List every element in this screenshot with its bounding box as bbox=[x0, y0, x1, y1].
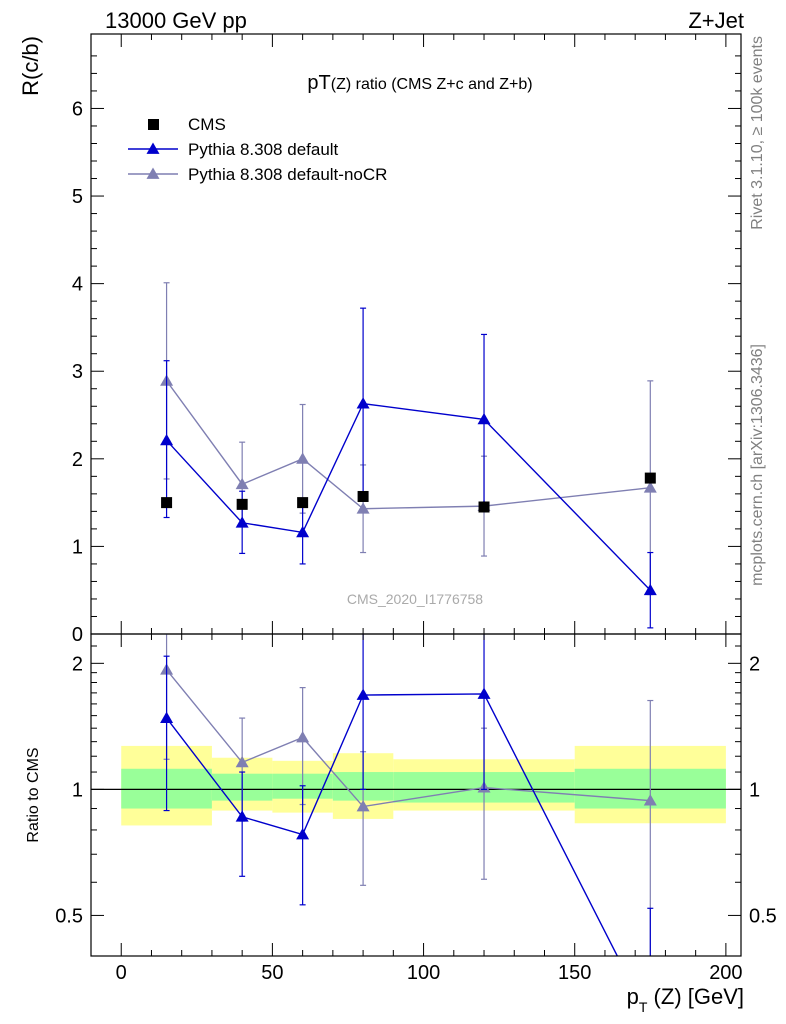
ratio-default-point-2 bbox=[296, 828, 310, 840]
ratio-frame bbox=[90, 633, 742, 957]
legend-marker-1 bbox=[146, 142, 160, 154]
ratio-noCR-point-2 bbox=[296, 731, 310, 743]
x-tick-label: 100 bbox=[407, 962, 440, 984]
x-tick-label: 150 bbox=[558, 962, 591, 984]
main-default-point-0 bbox=[160, 433, 174, 446]
x-axis-label: pT (Z) [GeV] bbox=[627, 984, 744, 1015]
main-default-point-1 bbox=[235, 516, 249, 528]
x-tick-label: 200 bbox=[709, 962, 742, 984]
main-ytick-label: 2 bbox=[72, 449, 83, 471]
cms-point-0 bbox=[161, 497, 173, 509]
cms-point-1 bbox=[236, 498, 248, 510]
x-label-rest: (Z) [GeV] bbox=[647, 984, 744, 1009]
mcplots-source-label: mcplots.cern.ch [arXiv:1306.3436] bbox=[749, 344, 766, 586]
main-default-point-2 bbox=[296, 525, 310, 538]
ratio-noCR-point-3 bbox=[356, 800, 370, 812]
main-ytick-label: 6 bbox=[72, 98, 83, 120]
ratio-ytick-label-right: 2 bbox=[749, 653, 760, 675]
main-ytick-label: 1 bbox=[72, 536, 83, 558]
main-noCR-point-1 bbox=[235, 477, 249, 490]
main-ytick-label: 4 bbox=[72, 274, 83, 296]
cms-point-2 bbox=[297, 497, 309, 509]
legend-label-1: Pythia 8.308 default bbox=[188, 140, 339, 159]
ratio-ytick-label-left: 0.5 bbox=[55, 905, 83, 927]
legend-marker-2 bbox=[146, 167, 160, 179]
header-right-label: Z+Jet bbox=[688, 8, 744, 33]
main-ytick-label: 3 bbox=[72, 361, 83, 383]
cms-point-5 bbox=[644, 472, 656, 484]
ratio-noCR-line bbox=[166, 669, 651, 808]
ratio-ytick-label-right: 0.5 bbox=[749, 905, 777, 927]
main-plot-panel: CMS_2020_I1776758 0 1 2 3 4 5 6 R(c/b) pT(Z) r… bbox=[18, 33, 742, 646]
main-ytick-label: 0 bbox=[72, 624, 83, 646]
legend-label-2: Pythia 8.308 default-noCR bbox=[188, 165, 387, 184]
main-noCR-group bbox=[160, 282, 657, 596]
ratio-default-point-3 bbox=[356, 688, 370, 700]
ratio-noCR-point-5 bbox=[643, 794, 657, 806]
title-part-rest: ratio (CMS Z+c and Z+b) bbox=[351, 76, 532, 93]
main-y-axis-label: R(c/b) bbox=[18, 36, 43, 96]
main-default-line bbox=[166, 402, 651, 591]
rivet-version-label: Rivet 3.1.10, ≥ 100k events bbox=[749, 36, 766, 230]
ratio-noCR-point-1 bbox=[235, 755, 249, 768]
ratio-default-point-4 bbox=[477, 687, 491, 699]
ratio-default-point-0 bbox=[160, 711, 174, 723]
main-noCR-point-3 bbox=[356, 502, 370, 514]
header-left-label: 13000 GeV pp bbox=[105, 8, 247, 33]
ratio-ytick-label-left: 1 bbox=[72, 779, 83, 801]
main-noCR-line bbox=[166, 380, 651, 510]
main-default-group bbox=[160, 307, 657, 629]
title-part-pt: pT bbox=[307, 72, 330, 94]
main-plot-title: pT(Z) ratio (CMS Z+c and Z+b) bbox=[307, 72, 532, 94]
ratio-default-line bbox=[166, 693, 619, 956]
cms-point-3 bbox=[357, 490, 369, 502]
main-ytick-label: 5 bbox=[72, 186, 83, 208]
ratio-default-group bbox=[160, 634, 654, 956]
ratio-plot-panel: 0.5 0.5 1 1 2 2 0 50 100 150 200 Ratio to CMS pT (… bbox=[25, 633, 777, 1015]
legend: CMS Pythia 8.308 default Pythia 8.308 defa… bbox=[128, 115, 387, 184]
legend-marker-cms bbox=[148, 119, 159, 130]
ratio-default-point-1 bbox=[235, 810, 249, 822]
x-tick-label: 0 bbox=[116, 962, 127, 984]
legend-label-0: CMS bbox=[188, 115, 226, 134]
cms-point-4 bbox=[478, 501, 490, 513]
x-tick-label: 50 bbox=[261, 962, 283, 984]
x-label-p: p bbox=[627, 984, 639, 1009]
ratio-y-axis-label: Ratio to CMS bbox=[25, 747, 42, 842]
analysis-watermark: CMS_2020_I1776758 bbox=[347, 591, 483, 607]
main-default-point-3 bbox=[356, 397, 370, 409]
main-noCR-point-2 bbox=[296, 452, 310, 464]
ratio-ytick-label-right: 1 bbox=[749, 779, 760, 801]
ratio-ytick-label-left: 2 bbox=[72, 653, 83, 675]
title-part-z: (Z) bbox=[331, 76, 351, 93]
x-label-sub: T bbox=[639, 999, 648, 1015]
main-default-point-4 bbox=[477, 412, 491, 425]
main-default-point-5 bbox=[643, 583, 657, 596]
main-noCR-point-5 bbox=[643, 481, 657, 493]
